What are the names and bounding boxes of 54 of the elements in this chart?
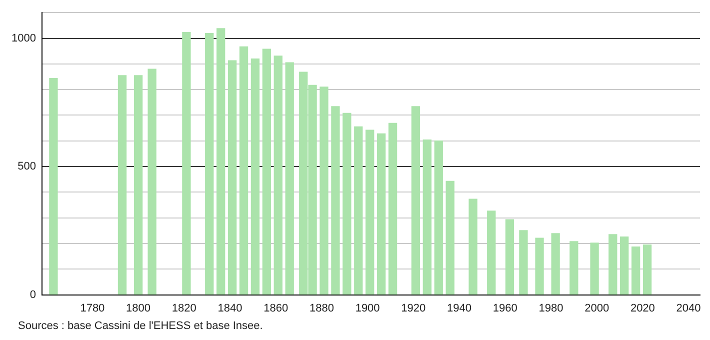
x-tick-label: 1800 <box>126 302 151 314</box>
bar <box>354 126 363 295</box>
x-tick-label: 1780 <box>80 302 105 314</box>
x-tick-label: 1980 <box>538 302 564 314</box>
x-tick-label: 2000 <box>584 302 610 314</box>
bar <box>228 60 237 295</box>
x-tick-label: 1900 <box>355 302 380 314</box>
bar <box>216 28 226 295</box>
bar <box>468 198 478 295</box>
bar <box>519 230 528 295</box>
bar <box>331 106 340 295</box>
bar <box>250 58 260 295</box>
x-tick-label: 1960 <box>492 302 518 314</box>
bar <box>434 140 443 295</box>
bar <box>320 86 328 295</box>
bar <box>608 234 618 295</box>
x-tick-label: 2040 <box>676 302 701 314</box>
bar <box>376 133 386 295</box>
bar <box>262 48 272 295</box>
bar <box>487 210 496 295</box>
bar <box>590 242 599 295</box>
y-tick-label: 1000 <box>12 32 36 44</box>
bar <box>535 238 544 295</box>
y-tick-label: 500 <box>18 160 36 173</box>
source-note: Sources : base Cassini de l'EHESS et base Insee. <box>18 320 263 332</box>
bar <box>285 62 294 295</box>
bar <box>118 75 127 295</box>
bar <box>551 233 560 295</box>
bar <box>446 180 454 295</box>
bar <box>274 56 282 295</box>
bar <box>642 244 652 295</box>
bar <box>366 130 374 295</box>
bar <box>49 78 58 295</box>
y-tick-label: 0 <box>30 288 36 301</box>
bar <box>239 46 248 295</box>
x-tick-label: 1940 <box>447 302 472 314</box>
x-tick-label: 1860 <box>264 302 288 314</box>
bar <box>411 106 420 295</box>
bar <box>342 112 352 295</box>
bar <box>422 140 432 295</box>
bar <box>388 122 398 295</box>
x-tick-label: 1820 <box>172 302 196 314</box>
bar <box>134 75 143 295</box>
x-tick-label: 1880 <box>309 302 334 314</box>
bar <box>182 32 191 295</box>
x-tick-label: 1920 <box>401 302 426 314</box>
bar <box>205 33 214 295</box>
bar <box>148 68 156 295</box>
x-tick-label: 2020 <box>630 302 655 314</box>
bar <box>505 219 514 295</box>
bar <box>620 236 629 295</box>
bar <box>570 241 578 295</box>
x-tick-label: 1840 <box>218 302 242 314</box>
bar <box>631 246 640 295</box>
